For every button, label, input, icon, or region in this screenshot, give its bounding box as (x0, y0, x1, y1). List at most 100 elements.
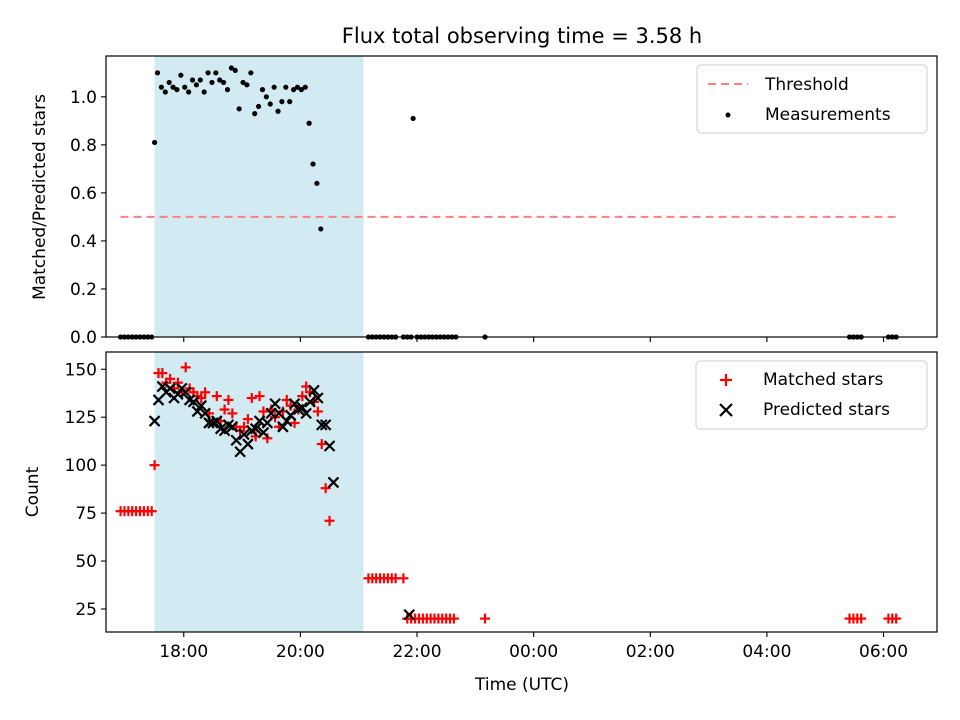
measurement-point (240, 79, 246, 86)
measurement-point (209, 79, 215, 86)
top-legend: Threshold Measurements (696, 64, 928, 134)
predicted-star-marker (281, 415, 293, 427)
matched-star-marker (297, 391, 308, 402)
matched-star-marker (316, 439, 327, 450)
predicted-star-marker (187, 396, 200, 408)
predicted-star-marker (164, 382, 176, 395)
matched-star-marker (891, 613, 902, 624)
measurement-point (259, 87, 266, 93)
predicted-star-marker (403, 608, 416, 621)
measurement-point (213, 70, 219, 76)
predicted-star-marker (226, 421, 239, 433)
y-tick-label: 100 (65, 456, 97, 476)
predicted-star-marker (284, 409, 297, 422)
measurement-point (244, 82, 250, 88)
measurement-point (318, 226, 324, 232)
predicted-star-marker (308, 384, 320, 397)
predicted-star-marker (218, 424, 231, 437)
top-y-ticks: 0.0 0.2 0.4 0.6 0.8 1.0 (70, 88, 106, 348)
measurement-point (298, 87, 304, 93)
measurements-legend-label: Measurements (765, 105, 891, 125)
y-tick-label: 1.0 (70, 88, 97, 108)
bottom-points (115, 362, 902, 624)
predicted-star-marker (242, 438, 254, 450)
matched-star-marker (180, 362, 191, 373)
measurement-point (166, 79, 172, 86)
measurement-point (201, 89, 207, 95)
predicted-star-marker (257, 426, 270, 439)
x-tick-label: 04:00 (742, 642, 791, 662)
top-x-ticks (183, 337, 885, 342)
predicted-star-marker (179, 386, 192, 399)
predicted-star-marker (269, 398, 281, 410)
predicted-star-marker (296, 401, 309, 414)
matched-star-marker (211, 391, 222, 402)
y-tick-label: 75 (75, 504, 97, 524)
matched-star-marker (320, 483, 331, 494)
predicted-star-marker (327, 476, 340, 489)
measurement-point (236, 106, 242, 112)
predicted-star-marker (277, 421, 289, 433)
measurement-point (271, 84, 277, 90)
measurement-point (178, 72, 184, 78)
measurement-point (314, 180, 320, 186)
matched-star-marker (146, 506, 157, 517)
measurement-point (275, 108, 281, 114)
predicted-star-marker (148, 415, 161, 427)
bottom-y-ticks: 25 50 75 100 125 150 (65, 360, 106, 620)
measurement-point (189, 77, 196, 83)
matched-star-marker (165, 373, 176, 384)
y-tick-label: 0.6 (70, 184, 97, 204)
x-tick-label: 20:00 (276, 642, 325, 662)
measurement-point (267, 101, 273, 107)
y-tick-label: 0.2 (70, 280, 97, 300)
predicted-star-marker (199, 407, 211, 420)
matched-star-marker (157, 368, 168, 379)
predicted-star-marker (195, 399, 208, 412)
predicted-star-marker (312, 392, 324, 404)
measurement-point (205, 70, 211, 76)
bottom-x-ticks: 18:00 20:00 22:00 00:00 02:00 04:00 06:00 (159, 632, 908, 662)
matched-star-marker (149, 460, 160, 471)
x-tick-label: 18:00 (159, 642, 208, 662)
measurement-point (174, 87, 180, 93)
measurement-point (410, 115, 416, 122)
matched-star-marker (223, 394, 234, 405)
matched-star-marker (254, 391, 265, 402)
measurement-point (287, 99, 293, 105)
measurement-point (221, 79, 227, 86)
measurement-point (283, 84, 289, 90)
bottom-axes-frame (105, 351, 938, 633)
matched-star-marker (200, 387, 211, 398)
top-legend-box (696, 64, 928, 134)
bottom-legend-box (695, 360, 928, 430)
measurement-point (248, 70, 254, 76)
threshold-legend-label: Threshold (764, 75, 849, 95)
x-tick-label: 00:00 (509, 642, 558, 662)
measurement-point (255, 103, 262, 110)
measurement-point (279, 99, 285, 105)
matched-star-marker (448, 613, 459, 624)
predicted-star-marker (211, 415, 223, 427)
top-axes-frame (105, 55, 938, 338)
measurement-point (302, 84, 308, 90)
matched-star-marker (242, 414, 253, 425)
predicted-star-marker (323, 440, 336, 452)
measurement-point (182, 84, 188, 90)
matched-star-marker (227, 408, 238, 419)
y-tick-label: 125 (65, 408, 97, 428)
matched-star-marker (324, 515, 335, 526)
y-tick-label: 0.8 (70, 136, 97, 156)
measurement-point (310, 161, 316, 167)
measurement-point (170, 84, 176, 90)
predicted-star-marker (319, 419, 332, 431)
matched-star-marker (398, 573, 409, 584)
y-tick-label: 0.4 (70, 232, 97, 252)
predicted-star-marker (238, 428, 250, 441)
measurement-point (232, 67, 238, 74)
matched-star-marker (246, 393, 257, 404)
y-tick-label: 25 (75, 600, 97, 620)
x-tick-label: 06:00 (859, 642, 908, 662)
y-tick-label: 150 (65, 360, 97, 380)
